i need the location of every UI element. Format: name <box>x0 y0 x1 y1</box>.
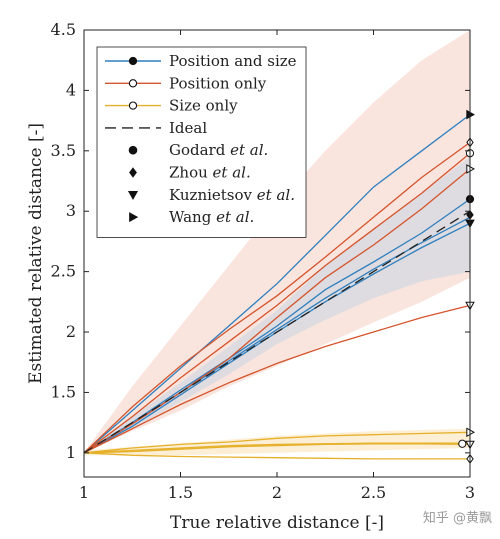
x-tick-label: 1 <box>79 483 89 502</box>
band-position-and-size <box>84 156 470 453</box>
x-ticks: 1 1.5 2 2.5 3 <box>79 30 475 502</box>
series-line-position-only-5 <box>83 152 471 454</box>
y-tick-label: 2 <box>66 322 76 341</box>
legend-label-etal: et al. <box>230 141 268 159</box>
legend-label: Position and size <box>169 52 297 70</box>
x-tick-label: 2 <box>272 483 282 502</box>
legend-label: Kuznietsov et al. <box>169 186 295 204</box>
legend-label-etal: et al. <box>257 186 295 204</box>
legend-marker-swatch <box>128 145 138 155</box>
y-tick-label: 3 <box>66 201 76 220</box>
watermark-text: 知乎 @黄飘 <box>423 510 492 526</box>
legend-label-etal: et al. <box>213 164 251 182</box>
y-ticks: 1 1.5 2 2.5 3 3.5 4 4.5 <box>51 20 470 462</box>
band-position-only <box>84 30 470 453</box>
legend-box <box>96 46 307 238</box>
legend-marker-swatch <box>128 79 138 88</box>
legend-marker-swatch <box>129 212 139 223</box>
series-line-position-only-4 <box>83 141 471 454</box>
series-line-position-only-7 <box>83 304 471 454</box>
legend-marker-swatch <box>129 167 137 178</box>
y-tick-label: 1 <box>66 443 76 462</box>
legend-marker-swatch <box>128 56 138 66</box>
series-lines <box>83 114 471 460</box>
x-tick-label: 3 <box>465 483 475 502</box>
legend-label: Wang et al. <box>169 208 254 226</box>
legend-label-name: Zhou <box>169 164 213 182</box>
series-line-size-only-8 <box>83 431 471 454</box>
series-line-ideal-12 <box>83 210 471 454</box>
y-tick-label: 3.5 <box>51 141 76 160</box>
y-tick-label: 2.5 <box>51 262 76 281</box>
legend-label-name: Godard <box>169 141 230 159</box>
series-line-position-only-6 <box>83 168 471 454</box>
series-line-size-only-10 <box>83 443 471 454</box>
series-line-position-and-size-0 <box>83 114 471 454</box>
legend-label: Godard et al. <box>169 141 268 159</box>
legend-label: Position only <box>169 74 267 92</box>
legend-label: Size only <box>169 97 238 115</box>
series-line-size-only-11 <box>83 452 470 460</box>
legend-label: Zhou et al. <box>169 164 251 182</box>
legend-label-etal: et al. <box>216 208 254 226</box>
y-tick-label: 4 <box>66 80 76 99</box>
x-tick-label: 2.5 <box>361 483 386 502</box>
x-tick-label: 1.5 <box>168 483 193 502</box>
legend-marker-swatch <box>127 190 139 201</box>
legend-label-name: Wang <box>169 208 216 226</box>
series-line-position-and-size-1 <box>83 198 471 454</box>
legend-label-name: Kuznietsov <box>169 186 257 204</box>
y-tick-label: 4.5 <box>51 20 76 39</box>
x-axis-label: True relative distance [-] <box>170 513 384 533</box>
y-axis-label: Estimated relative distance [-] <box>26 123 46 384</box>
legend-marker-swatch <box>128 101 138 110</box>
end-marker-godard-size-only <box>458 439 467 448</box>
legend-label: Ideal <box>169 119 207 137</box>
legend: Position and size Position only Size only I… <box>96 46 307 238</box>
y-tick-label: 1.5 <box>51 382 76 401</box>
